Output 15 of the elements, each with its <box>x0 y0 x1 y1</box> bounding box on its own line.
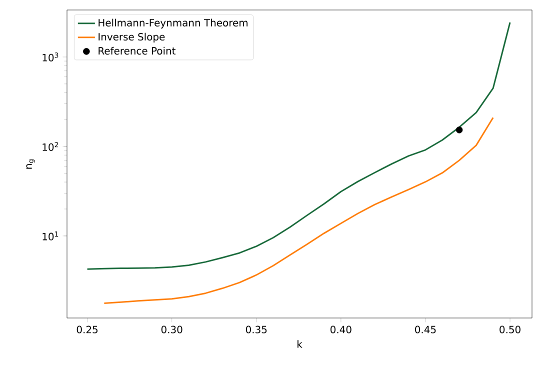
x-tick-label: 0.35 <box>246 326 267 334</box>
y-tick-label: 10$^{2}$ <box>42 142 58 151</box>
legend-label: Inverse Slope <box>98 32 165 42</box>
legend-label: Hellmann-Feynmann Theorem <box>98 18 248 28</box>
x-tick-label: 0.25 <box>76 326 98 334</box>
line-series <box>103 116 494 304</box>
x-tick-label: 0.50 <box>500 326 520 334</box>
y-axis-title: n$_{g}$ <box>26 160 35 169</box>
y-tick-label: 10$^{3}$ <box>42 52 58 62</box>
y-tick-label: 10$^{1}$ <box>42 232 58 240</box>
x-axis-title: k <box>298 340 302 348</box>
x-tick-label: 0.40 <box>330 326 352 334</box>
x-tick-label: 0.45 <box>415 326 436 334</box>
legend-label: Reference Point <box>98 46 176 55</box>
x-tick-label: 0.30 <box>161 326 182 334</box>
